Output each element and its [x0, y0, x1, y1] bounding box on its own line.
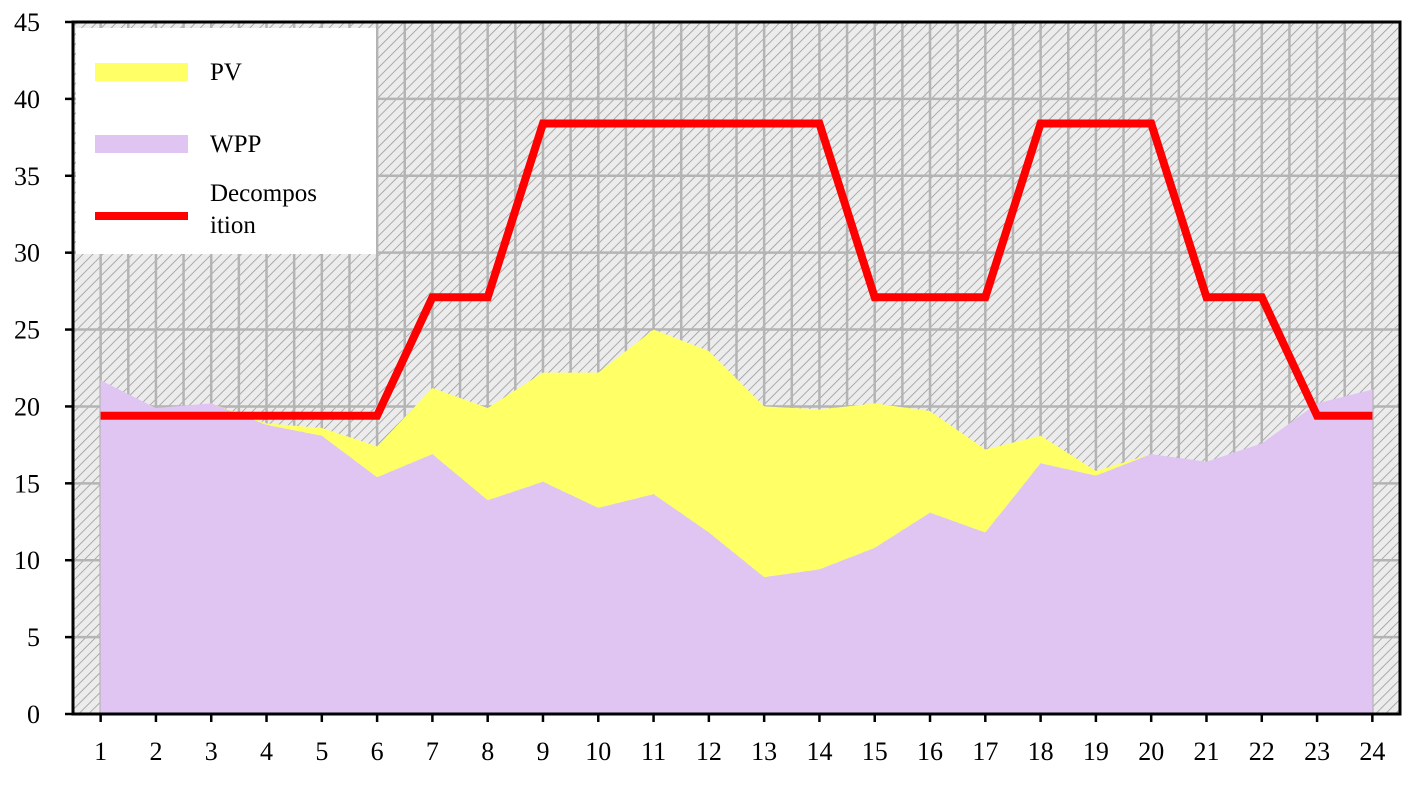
x-tick-label: 6 [371, 737, 384, 766]
y-tick-label: 35 [14, 162, 40, 191]
area-pv [100, 329, 1373, 578]
lines [100, 119, 1373, 420]
x-tick-label: 10 [585, 737, 611, 766]
x-tick-label: 9 [536, 737, 549, 766]
x-tick-label: 22 [1249, 737, 1275, 766]
x-tick-label: 17 [972, 737, 998, 766]
legend: PV WPP Decompos ition [76, 28, 376, 254]
y-tick-label: 20 [14, 392, 40, 421]
legend-swatch-wpp [95, 135, 188, 153]
y-tick-label: 15 [14, 469, 40, 498]
legend-label-part: ition [210, 212, 256, 239]
y-tick-label: 5 [27, 623, 40, 652]
y-tick-label: 45 [14, 8, 40, 37]
x-tick-label: 16 [917, 737, 943, 766]
x-tick-label: 3 [205, 737, 218, 766]
x-tick-label: 21 [1193, 737, 1219, 766]
legend-swatch-pv [95, 63, 188, 81]
x-tick-label: 4 [260, 737, 273, 766]
y-tick-label: 10 [14, 546, 40, 575]
x-tick-label: 23 [1304, 737, 1330, 766]
x-tick-label: 15 [862, 737, 888, 766]
y-tick-label: 0 [27, 700, 40, 729]
x-tick-label: 2 [149, 737, 162, 766]
x-tick-label: 19 [1083, 737, 1109, 766]
legend-label-pv: PV [210, 59, 242, 86]
legend-label-decomposition: Decompos ition [210, 180, 317, 239]
y-tick-label: 25 [14, 316, 40, 345]
x-tick-label: 14 [806, 737, 832, 766]
y-tick-label: 40 [14, 85, 40, 114]
x-tick-label: 11 [641, 737, 666, 766]
x-tick-label: 1 [94, 737, 107, 766]
area-wpp [100, 380, 1373, 714]
line-decomposition [100, 119, 1373, 420]
y-tick-label: 30 [14, 239, 40, 268]
plot-frame [71, 20, 1402, 716]
x-tick-label: 20 [1138, 737, 1164, 766]
x-tick-label: 24 [1359, 737, 1385, 766]
x-tick-label: 12 [696, 737, 722, 766]
x-tick-label: 18 [1028, 737, 1054, 766]
x-tick-label: 5 [315, 737, 328, 766]
legend-label-part: Decompos [210, 180, 317, 207]
legend-label-wpp: WPP [210, 131, 261, 158]
areas [100, 329, 1373, 714]
x-tick-label: 13 [751, 737, 777, 766]
x-tick-label: 8 [481, 737, 494, 766]
x-tick-label: 7 [426, 737, 439, 766]
